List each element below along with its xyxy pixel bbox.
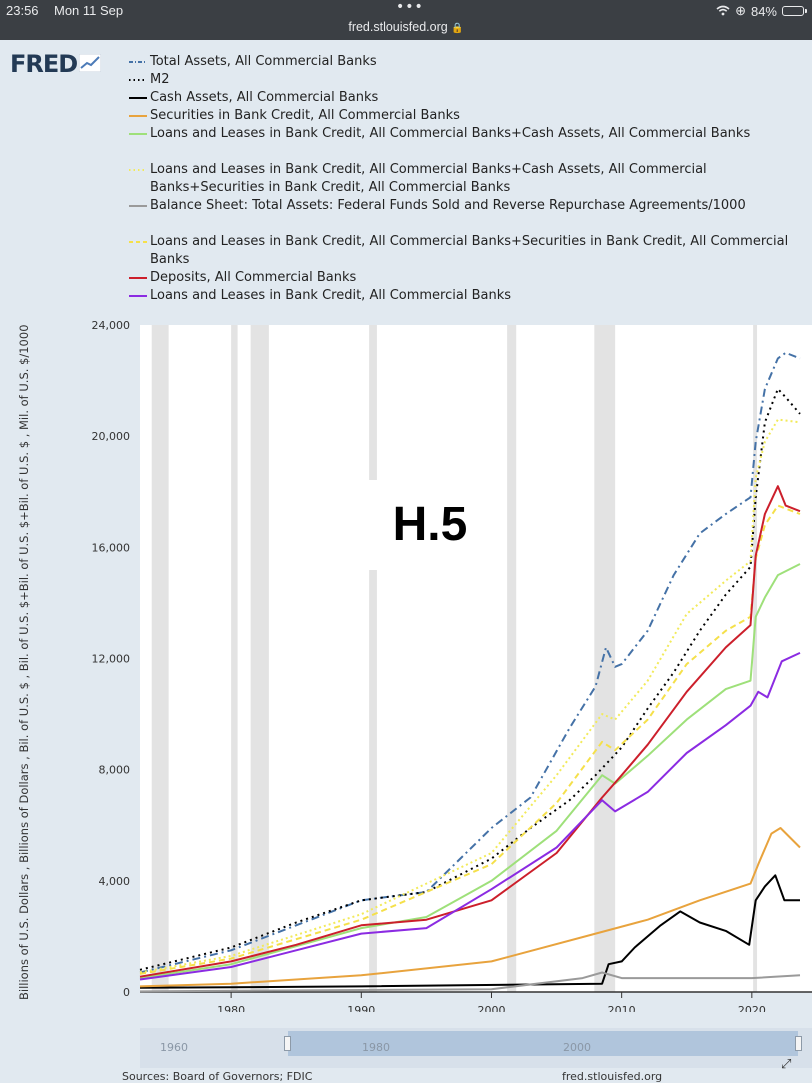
legend-swatch [128,197,150,215]
footer-url[interactable]: fred.stlouisfed.org [562,1070,663,1083]
x-tick-label: 2020 [738,1004,766,1012]
status-indicators: ⊕ 84% [716,3,807,19]
legend-item[interactable]: Securities in Bank Credit, All Commercia… [128,107,808,125]
source-note: Sources: Board of Governors; FDIC [122,1070,313,1083]
status-bar: 23:56 Mon 11 Sep ••• fred.stlouisfed.org… [0,0,812,40]
y-tick-label: 16,000 [92,541,131,554]
address-bar[interactable]: fred.stlouisfed.org 🔒 [0,20,812,34]
x-tick-label: 1980 [217,1004,245,1012]
legend-swatch [128,71,150,89]
more-icon[interactable]: ••• [396,0,424,15]
navigator-left-handle[interactable] [284,1036,291,1051]
y-tick-label: 4,000 [99,875,131,888]
y-tick-label: 20,000 [92,430,131,443]
legend-label: Loans and Leases in Bank Credit, All Com… [150,288,512,303]
legend-item[interactable]: Loans and Leases in Bank Credit, All Com… [128,233,808,269]
plot-area [140,325,812,992]
url-text[interactable]: fred.stlouisfed.org [348,20,448,34]
legend-swatch [128,107,150,125]
legend-item[interactable]: Loans and Leases in Bank Credit, All Com… [128,125,808,143]
series-line [139,351,801,974]
legend-item[interactable]: Loans and Leases in Bank Credit, All Com… [128,287,808,305]
y-tick-label: 24,000 [92,319,131,332]
series-line [139,418,801,974]
navigator-tick: 2000 [563,1041,591,1054]
lock-icon: 🔒 [451,23,464,34]
battery-icon [782,6,807,16]
legend-item[interactable]: M2 [128,71,808,89]
series-line [139,504,801,975]
recession-band [369,325,377,992]
x-tick-label: 1990 [347,1004,375,1012]
navigator-selection[interactable] [288,1031,798,1056]
legend-swatch [128,233,150,251]
legend-label: Loans and Leases in Bank Credit, All Com… [150,126,751,141]
overlay-box [355,480,505,570]
y-tick-label: 8,000 [99,764,131,777]
recession-band [151,325,169,992]
legend-swatch [128,53,150,71]
y-tick-label: 0 [123,986,130,999]
orientation-lock-icon: ⊕ [735,3,746,18]
recession-band [507,325,517,992]
legend-label: M2 [150,72,170,87]
legend-label: Loans and Leases in Bank Credit, All Com… [150,234,789,267]
series-line [139,485,801,978]
x-tick-label: 2010 [608,1004,636,1012]
chart-legend: Total Assets, All Commercial Banks M2 Cash… [128,53,808,305]
legend-item[interactable]: Deposits, All Commercial Banks [128,269,808,287]
battery-percent: 84% [750,3,777,19]
recession-band [231,325,238,992]
legend-label: Loans and Leases in Bank Credit, All Com… [150,162,707,195]
legend-swatch [128,125,150,143]
legend-swatch [128,161,150,179]
navigator-tick: 1960 [160,1041,188,1054]
legend-label: Deposits, All Commercial Banks [150,270,357,285]
recession-band [250,325,269,992]
status-date: Mon 11 Sep [54,3,124,18]
wifi-icon [716,4,730,19]
overlay-title: H.5 [393,498,468,551]
legend-swatch [128,269,150,287]
legend-swatch [128,287,150,305]
logo-graph-icon [78,50,102,78]
recession-band [753,325,758,992]
logo-text: FRED [10,50,78,78]
series-line [139,971,801,993]
series-line [139,827,801,988]
legend-item[interactable]: Total Assets, All Commercial Banks [128,53,808,71]
line-chart: 0 4,000 8,000 12,000 16,000 20,000 24,000 1980 1… [92,319,812,1012]
fullscreen-icon[interactable]: ⤢ [781,1057,792,1072]
legend-label: Securities in Bank Credit, All Commercia… [150,108,460,123]
recession-band [594,325,616,992]
series-line [139,651,801,981]
legend-label: Balance Sheet: Total Assets: Federal Fun… [150,198,746,213]
legend-swatch [128,89,150,107]
legend-item[interactable]: Cash Assets, All Commercial Banks [128,89,808,107]
legend-item[interactable]: Loans and Leases in Bank Credit, All Com… [128,161,808,197]
navigator-right-handle[interactable] [795,1036,802,1051]
legend-label: Cash Assets, All Commercial Banks [150,90,379,105]
y-tick-label: 12,000 [92,653,131,666]
legend-label: Total Assets, All Commercial Banks [150,54,377,69]
legend-item[interactable]: Balance Sheet: Total Assets: Federal Fun… [128,197,808,215]
x-tick-label: 2000 [477,1004,505,1012]
fred-logo[interactable]: FRED [10,50,102,78]
navigator-tick: 1980 [362,1041,390,1054]
status-time: 23:56 [6,3,39,18]
